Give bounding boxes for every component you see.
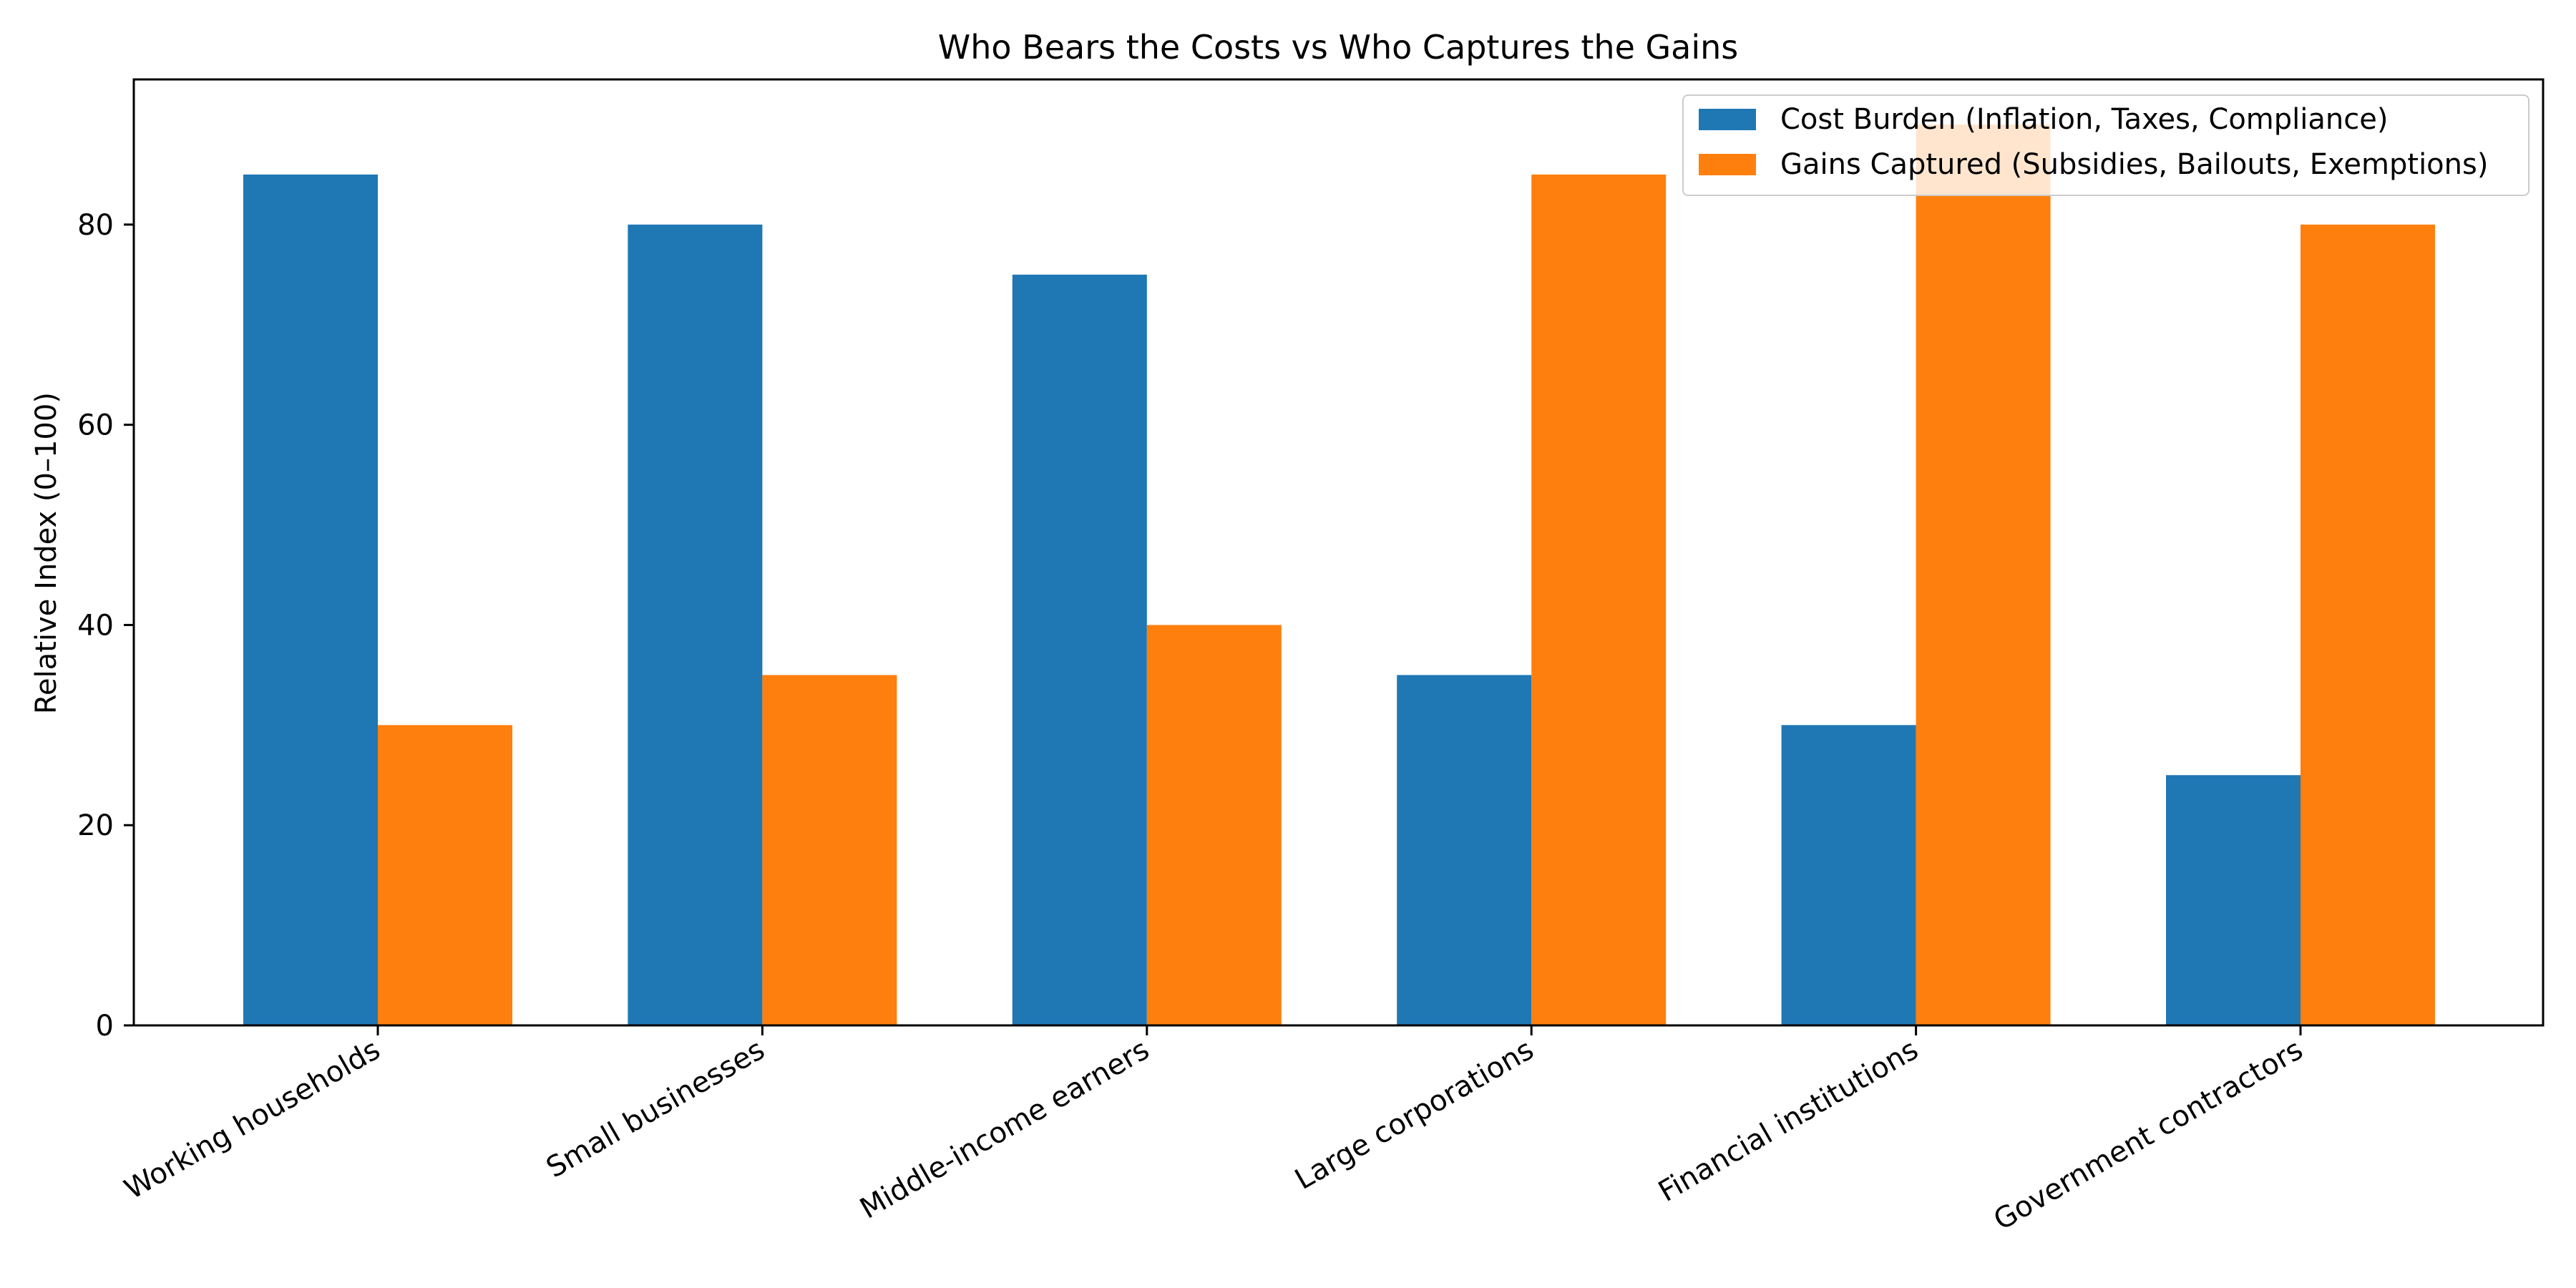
bar-gains-captured-working-households: [378, 725, 512, 1025]
legend: Cost Burden (Inflation, Taxes, Complianc…: [1682, 94, 2529, 196]
y-tick-label-80: 80: [77, 209, 114, 242]
bar-gains-captured-financial-institutions: [1916, 124, 2051, 1025]
bar-gains-captured-government-contractors: [2301, 224, 2435, 1025]
bar-cost-burden-middle-income-earners: [1012, 274, 1147, 1025]
y-tick-label-40: 40: [77, 609, 114, 642]
bar-cost-burden-working-households: [243, 174, 378, 1026]
bar-cost-burden-large-corporations: [1397, 675, 1532, 1025]
bar-cost-burden-government-contractors: [2166, 775, 2301, 1025]
plot-frame: [132, 78, 2545, 1027]
legend-swatch-cost-burden: [1699, 109, 1756, 130]
bar-gains-captured-large-corporations: [1531, 174, 1667, 1026]
bar-cost-burden-financial-institutions: [1781, 725, 1916, 1025]
y-axis-label: Relative Index (0–100): [30, 392, 63, 714]
legend-label-gains-captured: Gains Captured (Subsidies, Bailouts, Exe…: [1780, 148, 2488, 181]
legend-label-cost-burden: Cost Burden (Inflation, Taxes, Complianc…: [1780, 103, 2388, 136]
y-tick-label-0: 0: [96, 1010, 114, 1043]
chart-title: Who Bears the Costs vs Who Captures the …: [938, 28, 1738, 67]
bar-cost-burden-small-businesses: [628, 224, 763, 1025]
bar-gains-captured-middle-income-earners: [1146, 625, 1282, 1025]
plot-area: [134, 79, 2543, 1025]
legend-box: [1682, 94, 2529, 196]
y-tick-label-60: 60: [77, 409, 114, 442]
bar-gains-captured-small-businesses: [762, 675, 897, 1025]
legend-swatch-gains-captured: [1699, 154, 1756, 175]
bars-layer: [243, 124, 2435, 1026]
y-tick-label-20: 20: [77, 809, 114, 842]
